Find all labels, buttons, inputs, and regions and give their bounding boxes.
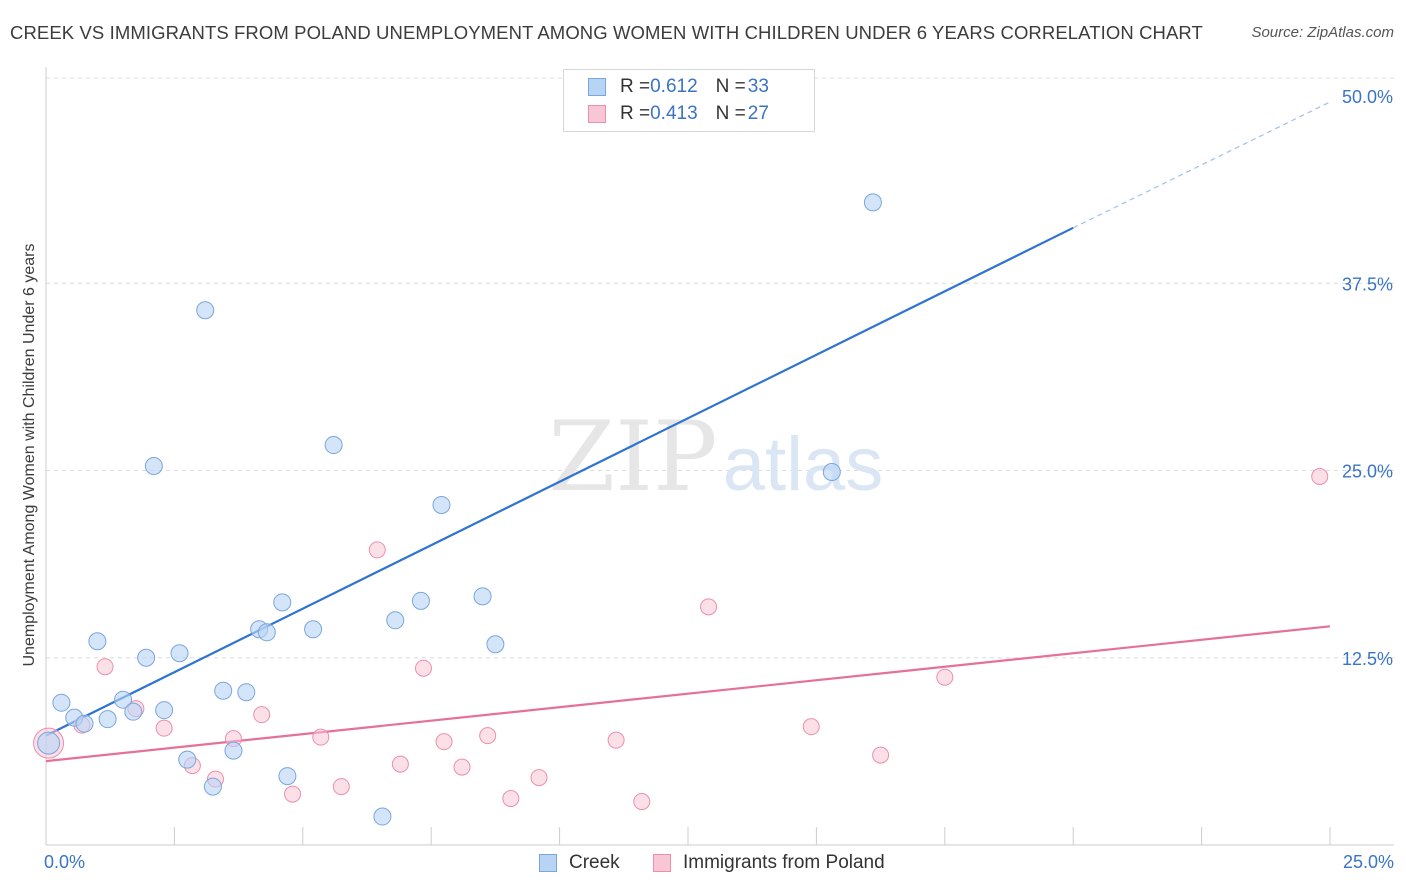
poland-point [936,668,954,686]
watermark-zip: ZIP [548,401,717,513]
creek-point [178,750,197,769]
poland-point [155,719,173,737]
poland-point [607,731,625,749]
creek-point [822,462,841,481]
x-tick-label-max: 25.0% [1342,852,1394,872]
legend-row-creek: R = 0.612 N = 33 [588,74,769,100]
poland-point [453,758,471,776]
watermark: ZIP atlas [548,401,883,513]
poland-point [96,658,114,676]
legend-row-poland: R = 0.413 N = 27 [588,101,769,127]
creek-point [214,681,233,700]
poland-point [1311,467,1329,485]
creek-point [114,690,133,709]
y-tick-label: 12.5% [1342,649,1393,669]
legend-r-label: R = [620,103,651,124]
watermark-atlas: atlas [723,422,884,507]
series-legend: Creek Immigrants from Poland [0,852,1406,878]
poland-points [33,467,1329,811]
creek-point [863,193,882,212]
creek-point [37,731,61,755]
poland-legend-swatch-icon [653,854,671,872]
creek-point [304,620,323,639]
creek-point [144,457,163,476]
creek-point [278,767,297,786]
poland-point [502,790,520,808]
creek-trend-line [45,226,1074,737]
poland-point [872,746,890,764]
creek-legend-swatch-icon [539,854,557,872]
poland-point [435,733,453,751]
legend-poland-label: Immigrants from Poland [683,852,885,873]
creek-point [273,593,292,612]
axes [45,67,1394,846]
creek-point [203,777,222,796]
creek-point [373,807,392,826]
source-label: Source: ZipAtlas.com [1251,24,1394,41]
poland-point [368,541,386,559]
creek-point [257,623,276,642]
poland-point [391,755,409,773]
legend-r-label: R = [620,76,651,97]
y-tick-label: 37.5% [1342,274,1393,294]
creek-point [170,644,189,663]
poland-point [802,718,820,736]
legend-r-value: 0.612 [650,76,698,97]
poland-trend-line [45,625,1331,763]
creek-point [196,301,215,320]
creek-swatch-icon [588,78,606,96]
creek-point [411,591,430,610]
legend-item-poland: Immigrants from Poland [653,852,885,874]
poland-point [312,728,330,746]
creek-point [386,611,405,630]
creek-point [237,683,256,702]
creek-point [224,741,243,760]
poland-point [479,727,497,745]
x-tick-label-min: 0.0% [44,852,86,872]
y-tick-labels: 12.5% 25.0% 37.5% 50.0% [1342,87,1393,669]
creek-point [324,436,343,455]
creek-point [137,648,156,667]
legend-n-label: N = [715,76,746,97]
creek-point [124,702,143,721]
poland-swatch-icon [588,105,606,123]
poland-point [530,769,548,787]
poland-point [700,598,718,616]
trend-lines [45,101,1331,763]
stats-legend: R = 0.612 N = 33 R = 0.413 N = 27 [563,69,815,132]
poland-point [284,785,302,803]
chart-title: CREEK VS IMMIGRANTS FROM POLAND UNEMPLOY… [10,22,1203,43]
poland-point [253,706,271,724]
legend-n-value: 33 [747,76,769,97]
y-tick-label: 25.0% [1342,462,1393,482]
creek-point [486,635,505,654]
legend-n-label: N = [715,103,746,124]
creek-point [52,693,71,712]
legend-item-creek: Creek [539,852,620,874]
creek-point [98,710,117,729]
legend-n-value: 27 [747,103,769,124]
creek-point [432,495,451,514]
creek-trend-extension [1072,101,1331,229]
creek-point [88,632,107,651]
creek-point [473,587,492,606]
poland-point [633,793,651,811]
poland-point [414,659,432,677]
y-tick-label: 50.0% [1342,87,1393,107]
poland-point [332,778,350,796]
creek-point [75,714,94,733]
grid-lines [46,77,1394,659]
legend-r-value: 0.413 [650,103,698,124]
legend-creek-label: Creek [569,852,620,873]
creek-point [155,701,174,720]
